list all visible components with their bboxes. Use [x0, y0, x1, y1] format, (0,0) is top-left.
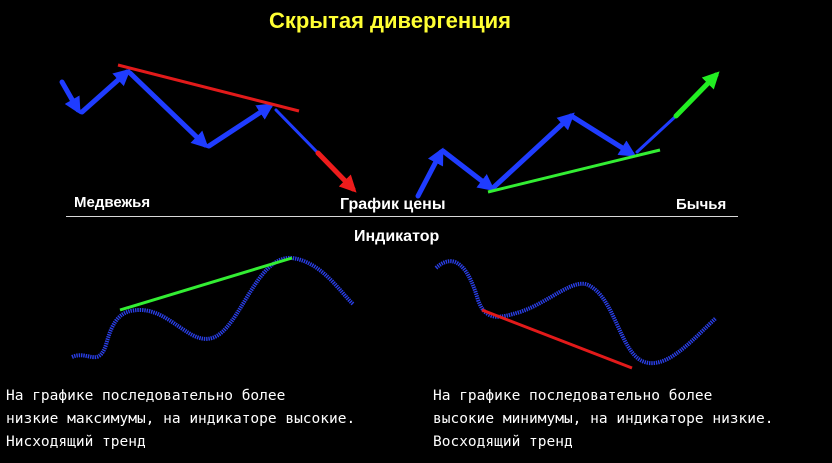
- bullish-description-line: высокие минимумы, на индикаторе низкие.: [433, 411, 774, 427]
- bullish-description-line: На графике последовательно более: [433, 388, 713, 404]
- bearish-description: На графике последовательно более низкие …: [6, 385, 355, 454]
- bullish-price-arrow: [440, 148, 496, 192]
- bearish-indicator-curve: [71, 255, 355, 360]
- bearish-description-line: Нисходящий тренд: [6, 434, 146, 450]
- bullish-continuation-arrow: [673, 71, 720, 119]
- bullish-price-arrow: [635, 114, 678, 154]
- bearish-continuation-arrow: [315, 150, 357, 193]
- bearish-price-arrow: [79, 68, 131, 115]
- bearish-label: Медвежья: [74, 194, 151, 211]
- bullish-label: Бычья: [676, 196, 727, 213]
- bullish-price-trendline: [487, 148, 661, 194]
- bullish-price-arrow: [491, 112, 575, 190]
- bullish-price-arrow: [415, 147, 444, 199]
- bearish-description-line: На графике последовательно более: [6, 388, 286, 404]
- bearish-price-arrow: [206, 103, 275, 149]
- bullish-price-arrow: [570, 114, 637, 157]
- bearish-price-arrow: [59, 79, 81, 115]
- indicator-label: Индикатор: [354, 228, 440, 245]
- bearish-price-trendline: [117, 63, 300, 113]
- bearish-description-line: низкие максимумы, на индикаторе высокие.: [6, 411, 356, 427]
- bullish-description-line: Восходящий тренд: [433, 434, 573, 450]
- bearish-price-path: [59, 68, 320, 155]
- bullish-indicator-curve: [434, 259, 718, 365]
- bullish-indicator-trendline: [481, 308, 633, 370]
- price-chart-label: График цены: [340, 196, 446, 213]
- bearish-price-arrow: [274, 108, 320, 155]
- bullish-description: На графике последовательно более высокие…: [433, 385, 773, 454]
- section-divider: [66, 216, 738, 217]
- bullish-price-path: [415, 112, 678, 199]
- diagram-title: Скрытая дивергенция: [268, 8, 512, 33]
- bearish-indicator-trendline: [119, 256, 293, 312]
- bearish-price-arrow: [127, 70, 209, 149]
